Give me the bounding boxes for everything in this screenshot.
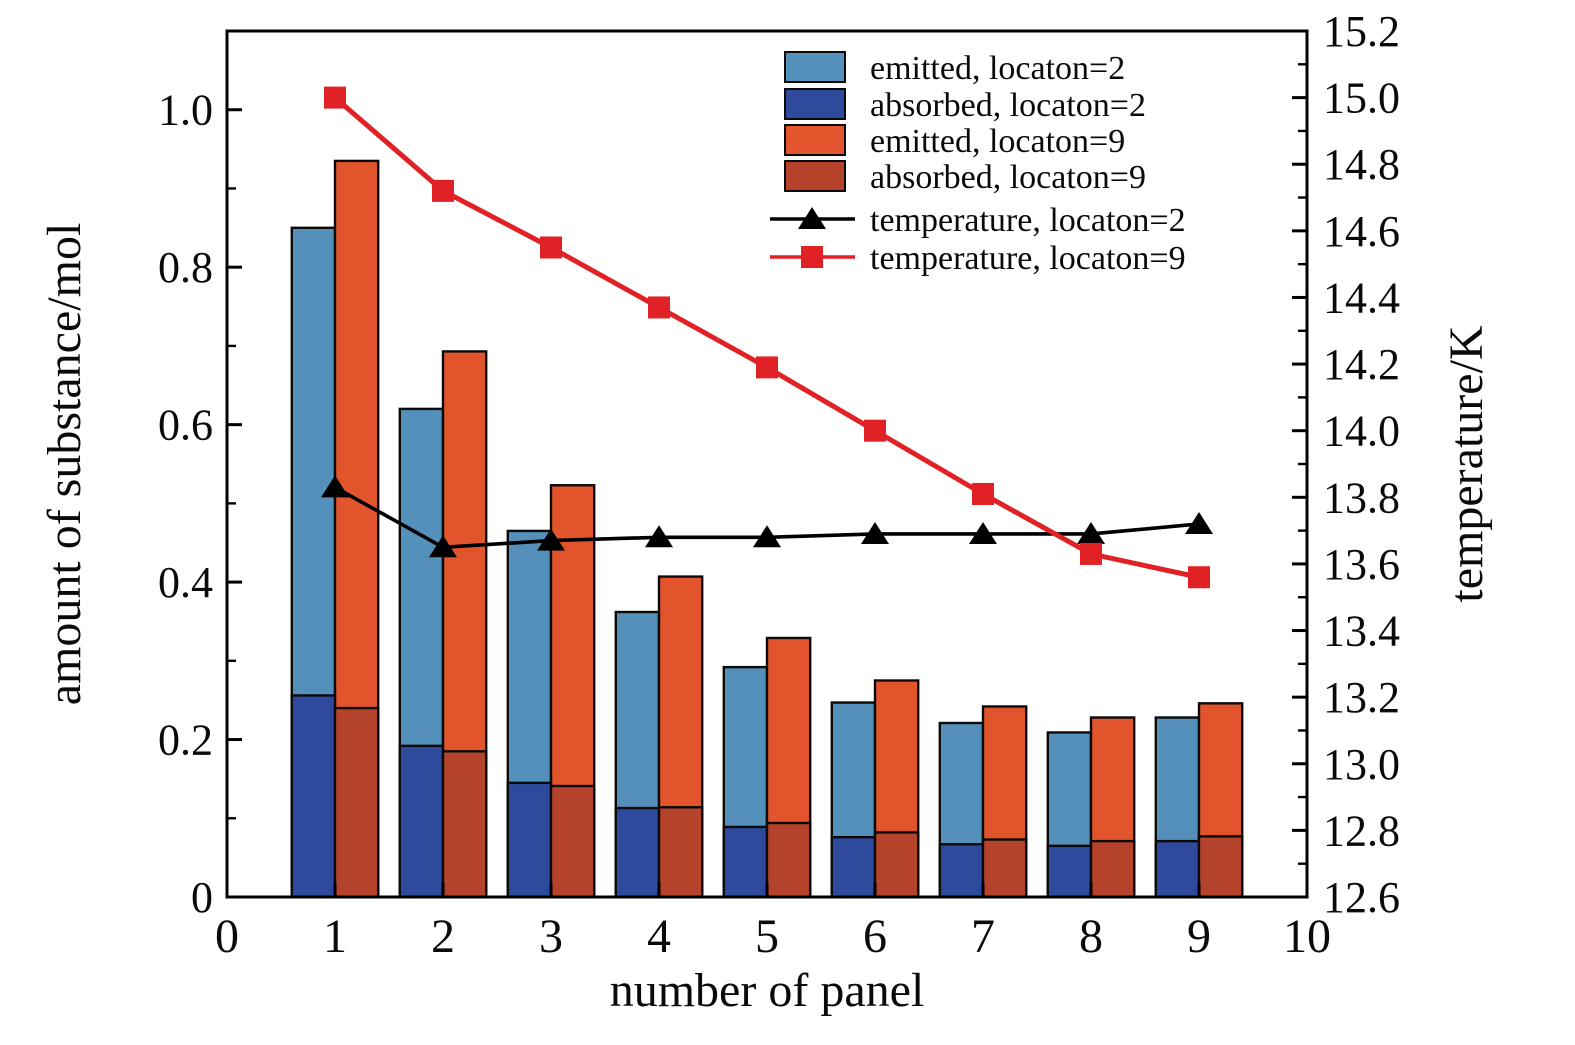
y-right-tick-label: 14.6 bbox=[1323, 207, 1400, 256]
y-right-tick-label: 13.0 bbox=[1323, 740, 1400, 789]
bar-absorbed-locaton-9-panel1 bbox=[333, 706, 380, 899]
y-right-tick-label: 12.6 bbox=[1323, 873, 1400, 922]
legend-swatch-1 bbox=[784, 51, 846, 83]
y-right-tick-label: 14.2 bbox=[1323, 340, 1400, 389]
y-left-tick-label: 0.8 bbox=[158, 243, 213, 292]
y-left-tick-label: 0.6 bbox=[158, 401, 213, 450]
bar-absorbed-locaton-2-panel1 bbox=[290, 694, 337, 899]
legend-square-marker bbox=[801, 246, 823, 268]
y-right-tick-label: 15.2 bbox=[1323, 7, 1400, 56]
bar-absorbed-locaton-2-panel7 bbox=[938, 843, 985, 899]
bar-absorbed-locaton-9-panel3 bbox=[549, 784, 596, 899]
x-tick-label: 10 bbox=[1283, 910, 1331, 963]
y-right-tick-label: 14.0 bbox=[1323, 407, 1400, 456]
bar-absorbed-locaton-2-panel9 bbox=[1154, 839, 1201, 899]
x-tick-label: 4 bbox=[647, 910, 671, 963]
marker-triangle-panel6 bbox=[861, 521, 889, 544]
marker-square-panel8 bbox=[1080, 542, 1102, 565]
bar-absorbed-locaton-9-panel6 bbox=[873, 831, 920, 899]
bar-absorbed-locaton-9-panel4 bbox=[657, 806, 704, 899]
y-right-tick-label: 13.8 bbox=[1323, 473, 1400, 522]
legend-label-5: temperature, locaton=2 bbox=[870, 202, 1186, 239]
x-axis-title: number of panel bbox=[610, 964, 925, 1017]
y-right-tick-label: 14.8 bbox=[1323, 140, 1400, 189]
marker-triangle-panel1 bbox=[321, 475, 349, 498]
bar-absorbed-locaton-9-panel2 bbox=[441, 750, 488, 899]
marker-triangle-panel2 bbox=[429, 535, 457, 558]
bar-absorbed-locaton-9-panel7 bbox=[981, 838, 1028, 899]
marker-triangle-panel9 bbox=[1185, 511, 1213, 534]
x-tick-label: 9 bbox=[1187, 910, 1211, 963]
legend-label-1: emitted, locaton=2 bbox=[870, 50, 1125, 87]
y-left-tick-label: 1.0 bbox=[158, 86, 213, 135]
marker-square-panel3 bbox=[540, 236, 562, 259]
x-tick-label: 5 bbox=[755, 910, 779, 963]
marker-triangle-panel5 bbox=[753, 525, 781, 548]
marker-square-panel5 bbox=[756, 356, 778, 379]
bar-absorbed-locaton-2-panel8 bbox=[1046, 844, 1093, 899]
legend-triangle-marker bbox=[798, 207, 826, 229]
bar-absorbed-locaton-2-panel3 bbox=[506, 781, 553, 899]
marker-square-panel7 bbox=[972, 482, 994, 505]
legend-swatch-3 bbox=[784, 124, 846, 156]
marker-square-panel1 bbox=[324, 86, 346, 109]
bar-absorbed-locaton-9-panel5 bbox=[765, 821, 812, 899]
bar-absorbed-locaton-2-panel6 bbox=[830, 835, 877, 899]
bar-absorbed-locaton-2-panel2 bbox=[398, 744, 445, 899]
legend-label-4: absorbed, locaton=9 bbox=[870, 159, 1146, 196]
y-axis-left-title: amount of substance/mol bbox=[38, 223, 91, 706]
marker-triangle-panel3 bbox=[537, 528, 565, 551]
y-right-tick-label: 15.0 bbox=[1323, 74, 1400, 123]
y-left-tick-label: 0.2 bbox=[158, 716, 213, 765]
y-axis-right-title: temperature/K bbox=[1440, 325, 1493, 603]
x-tick-label: 2 bbox=[431, 910, 455, 963]
x-tick-label: 1 bbox=[323, 910, 347, 963]
x-tick-label: 6 bbox=[863, 910, 887, 963]
marker-square-panel4 bbox=[648, 296, 670, 319]
marker-square-panel9 bbox=[1188, 566, 1210, 589]
x-tick-label: 3 bbox=[539, 910, 563, 963]
bar-absorbed-locaton-9-panel9 bbox=[1197, 835, 1244, 899]
marker-square-panel6 bbox=[864, 419, 886, 442]
y-right-tick-label: 13.4 bbox=[1323, 607, 1400, 656]
y-left-tick-label: 0 bbox=[191, 873, 213, 922]
bar-absorbed-locaton-2-panel5 bbox=[722, 825, 769, 899]
legend-label-6: temperature, locaton=9 bbox=[870, 240, 1186, 277]
bar-absorbed-locaton-2-panel4 bbox=[614, 806, 661, 899]
y-right-tick-label: 12.8 bbox=[1323, 806, 1400, 855]
x-tick-label: 8 bbox=[1079, 910, 1103, 963]
y-right-tick-label: 13.2 bbox=[1323, 673, 1400, 722]
y-right-tick-label: 13.6 bbox=[1323, 540, 1400, 589]
marker-square-panel2 bbox=[432, 179, 454, 202]
y-left-tick-label: 0.4 bbox=[158, 558, 213, 607]
legend-label-2: absorbed, locaton=2 bbox=[870, 87, 1146, 124]
legend-swatch-2 bbox=[784, 88, 846, 120]
marker-triangle-panel7 bbox=[969, 521, 997, 544]
legend-swatch-4 bbox=[784, 160, 846, 192]
legend-label-3: emitted, locaton=9 bbox=[870, 123, 1125, 160]
bar-absorbed-locaton-9-panel8 bbox=[1089, 839, 1136, 899]
marker-triangle-panel4 bbox=[645, 525, 673, 548]
y-right-tick-label: 14.4 bbox=[1323, 273, 1400, 322]
marker-triangle-panel8 bbox=[1077, 521, 1105, 544]
x-tick-label: 0 bbox=[215, 910, 239, 963]
x-tick-label: 7 bbox=[971, 910, 995, 963]
